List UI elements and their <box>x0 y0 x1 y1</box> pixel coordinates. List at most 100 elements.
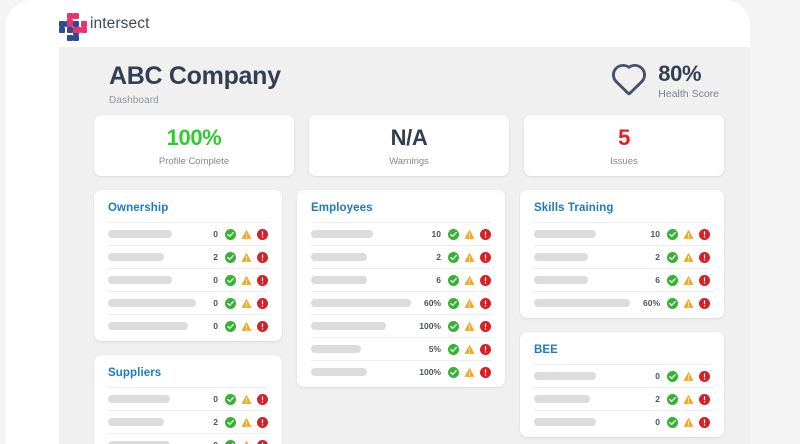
stat-card[interactable]: N/A Warnings <box>309 115 509 176</box>
error-circle-icon[interactable] <box>479 228 491 240</box>
metric-row[interactable]: 100% <box>310 360 491 383</box>
error-circle-icon[interactable] <box>256 393 268 405</box>
metric-row[interactable]: 0 <box>533 410 710 433</box>
error-circle-icon[interactable] <box>699 228 710 240</box>
error-circle-icon[interactable] <box>699 393 710 405</box>
error-circle-icon[interactable] <box>256 228 268 240</box>
warning-triangle-icon[interactable] <box>241 394 252 405</box>
metric-row[interactable]: 2 <box>108 245 268 268</box>
stat-card[interactable]: 100% Profile Complete <box>94 115 294 176</box>
check-circle-icon[interactable] <box>447 251 459 263</box>
check-circle-icon[interactable] <box>667 251 678 263</box>
error-circle-icon[interactable] <box>699 370 710 382</box>
check-circle-icon[interactable] <box>224 416 236 428</box>
check-circle-icon[interactable] <box>224 251 236 263</box>
warning-triangle-icon[interactable] <box>464 275 475 286</box>
metric-row[interactable]: 0 <box>108 433 268 444</box>
error-circle-icon[interactable] <box>479 274 491 286</box>
check-circle-icon[interactable] <box>225 439 236 444</box>
check-circle-icon[interactable] <box>667 416 678 428</box>
stat-card[interactable]: 5 Issues <box>524 115 724 176</box>
metric-row[interactable]: 6 <box>310 268 491 291</box>
metric-row[interactable]: 0 <box>108 268 268 291</box>
warning-triangle-icon[interactable] <box>683 275 694 286</box>
stat-value: N/A <box>390 124 428 150</box>
check-circle-icon[interactable] <box>447 228 459 240</box>
metric-row[interactable]: 0 <box>108 387 268 410</box>
page-title: ABC Company <box>109 62 281 90</box>
error-circle-icon[interactable] <box>479 297 491 309</box>
metric-value: 100% <box>419 367 441 377</box>
warning-triangle-icon[interactable] <box>241 417 252 428</box>
brand-logo[interactable]: intersect <box>59 13 149 41</box>
metric-value: 0 <box>213 298 218 308</box>
warning-triangle-icon[interactable] <box>241 321 252 332</box>
warning-triangle-icon[interactable] <box>683 417 694 428</box>
metric-label-placeholder <box>310 368 367 376</box>
metric-row[interactable]: 2 <box>310 245 491 268</box>
check-circle-icon[interactable] <box>447 343 459 355</box>
error-circle-icon[interactable] <box>479 366 491 378</box>
metric-row[interactable]: 0 <box>108 314 268 337</box>
error-circle-icon[interactable] <box>699 297 710 309</box>
error-circle-icon[interactable] <box>256 320 268 332</box>
metric-row[interactable]: 10 <box>533 222 710 245</box>
warning-triangle-icon[interactable] <box>241 275 252 286</box>
check-circle-icon[interactable] <box>224 274 236 286</box>
warning-triangle-icon[interactable] <box>683 252 694 263</box>
warning-triangle-icon[interactable] <box>241 440 252 444</box>
check-circle-icon[interactable] <box>667 274 678 286</box>
warning-triangle-icon[interactable] <box>464 367 475 378</box>
error-circle-icon[interactable] <box>479 343 491 355</box>
metric-row[interactable]: 6 <box>533 268 710 291</box>
metric-row[interactable]: 0 <box>533 364 710 387</box>
metric-row[interactable]: 2 <box>533 387 710 410</box>
check-circle-icon[interactable] <box>447 274 459 286</box>
metric-value: 0 <box>213 275 218 285</box>
metric-row[interactable]: 5% <box>310 337 491 360</box>
warning-triangle-icon[interactable] <box>464 229 475 240</box>
health-score-value: 80% <box>658 61 702 86</box>
metric-row[interactable]: 100% <box>310 314 491 337</box>
check-circle-icon[interactable] <box>224 228 236 240</box>
warning-triangle-icon[interactable] <box>683 371 694 382</box>
check-circle-icon[interactable] <box>224 297 236 309</box>
metric-row[interactable]: 60% <box>533 291 710 314</box>
check-circle-icon[interactable] <box>224 320 236 332</box>
check-circle-icon[interactable] <box>667 297 678 309</box>
check-circle-icon[interactable] <box>667 370 678 382</box>
warning-triangle-icon[interactable] <box>464 344 475 355</box>
warning-triangle-icon[interactable] <box>241 229 252 240</box>
warning-triangle-icon[interactable] <box>241 298 252 309</box>
metric-row[interactable]: 60% <box>310 291 491 314</box>
warning-triangle-icon[interactable] <box>683 394 694 405</box>
check-circle-icon[interactable] <box>667 228 678 240</box>
check-circle-icon[interactable] <box>224 393 236 405</box>
warning-triangle-icon[interactable] <box>241 252 252 263</box>
error-circle-icon[interactable] <box>256 274 268 286</box>
warning-triangle-icon[interactable] <box>464 298 475 309</box>
error-circle-icon[interactable] <box>699 251 710 263</box>
error-circle-icon[interactable] <box>256 297 268 309</box>
metric-row[interactable]: 0 <box>108 222 268 245</box>
error-circle-icon[interactable] <box>479 320 491 332</box>
error-circle-icon[interactable] <box>699 274 710 286</box>
check-circle-icon[interactable] <box>447 320 459 332</box>
error-circle-icon[interactable] <box>479 251 491 263</box>
metric-row[interactable]: 2 <box>108 410 268 433</box>
error-circle-icon[interactable] <box>699 416 710 428</box>
metric-row[interactable]: 10 <box>310 222 491 245</box>
check-circle-icon[interactable] <box>667 393 678 405</box>
warning-triangle-icon[interactable] <box>683 229 694 240</box>
check-circle-icon[interactable] <box>447 297 459 309</box>
warning-triangle-icon[interactable] <box>464 252 475 263</box>
metric-row[interactable]: 0 <box>108 291 268 314</box>
error-circle-icon[interactable] <box>256 251 268 263</box>
warning-triangle-icon[interactable] <box>464 321 475 332</box>
error-circle-icon[interactable] <box>257 439 268 444</box>
warning-triangle-icon[interactable] <box>683 298 694 309</box>
error-circle-icon[interactable] <box>256 416 268 428</box>
metric-value: 60% <box>423 298 441 308</box>
check-circle-icon[interactable] <box>447 366 459 378</box>
metric-row[interactable]: 2 <box>533 245 710 268</box>
